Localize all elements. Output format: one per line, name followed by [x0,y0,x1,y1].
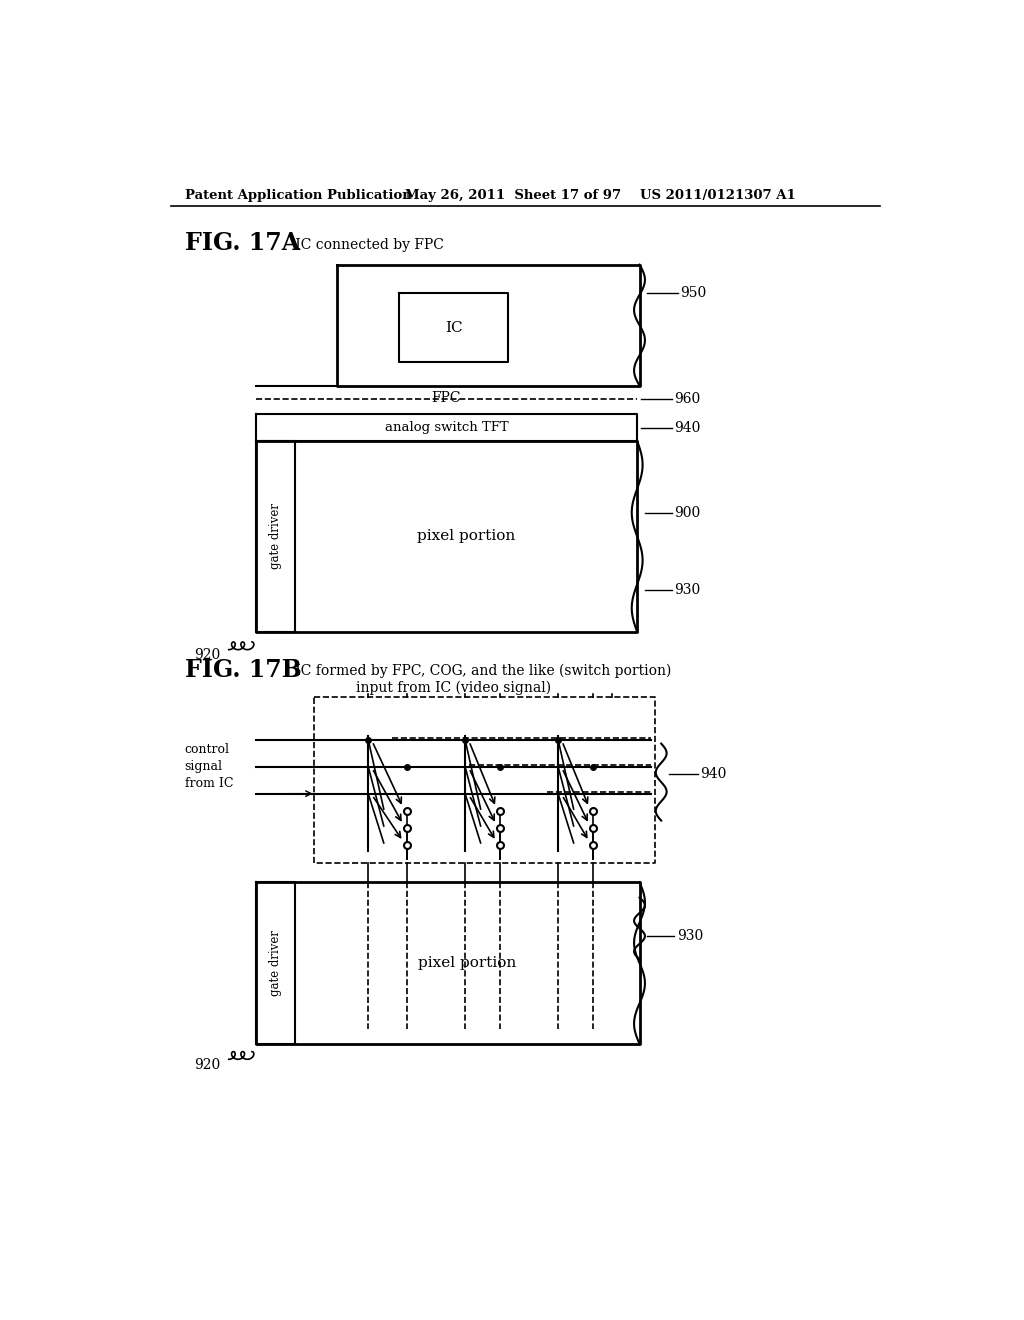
Text: gate driver: gate driver [268,931,282,997]
Text: Patent Application Publication: Patent Application Publication [184,189,412,202]
Text: US 2011/0121307 A1: US 2011/0121307 A1 [640,189,796,202]
Text: 920: 920 [194,648,220,663]
Text: 900: 900 [675,506,700,520]
Text: gate driver: gate driver [268,503,282,569]
Text: IC: IC [444,321,462,335]
Text: 920: 920 [194,1059,220,1072]
Text: pixel portion: pixel portion [417,529,515,544]
Text: 940: 940 [675,421,700,434]
Text: input from IC (video signal): input from IC (video signal) [356,680,551,694]
Text: 930: 930 [675,582,700,597]
Text: IC formed by FPC, COG, and the like (switch portion): IC formed by FPC, COG, and the like (swi… [291,663,671,677]
Text: FPC: FPC [432,391,461,405]
Text: FIG. 17B: FIG. 17B [184,659,301,682]
Text: pixel portion: pixel portion [418,956,516,970]
Text: 960: 960 [675,392,700,407]
Text: control
signal
from IC: control signal from IC [184,743,233,791]
Text: 940: 940 [700,767,726,781]
Text: FIG. 17A: FIG. 17A [184,231,300,255]
Text: IC connected by FPC: IC connected by FPC [291,239,443,252]
Text: May 26, 2011  Sheet 17 of 97: May 26, 2011 Sheet 17 of 97 [406,189,622,202]
Text: 950: 950 [681,286,707,300]
Text: 930: 930 [677,929,702,942]
Text: analog switch TFT: analog switch TFT [385,421,508,434]
